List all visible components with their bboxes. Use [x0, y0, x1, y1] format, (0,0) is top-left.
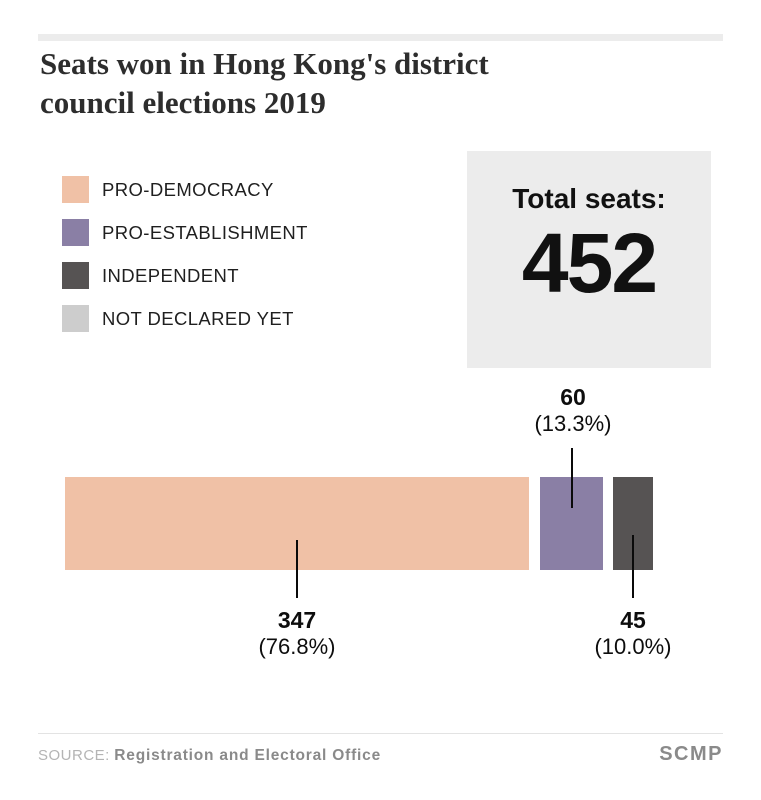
annotation-value-pro-democracy: 347	[277, 607, 317, 633]
legend-swatch-pro-establishment	[62, 219, 89, 246]
annotation-percent-pro-establishment: (13.3%)	[534, 411, 612, 436]
legend-item-pro-democracy: PRO-DEMOCRACY	[62, 176, 308, 203]
legend-item-independent: INDEPENDENT	[62, 262, 308, 289]
legend: PRO-DEMOCRACY PRO-ESTABLISHMENT INDEPEND…	[62, 176, 308, 348]
annotation-percent-independent: (10.0%)	[594, 634, 672, 659]
legend-label-independent: INDEPENDENT	[102, 264, 239, 286]
callout-line-pro-establishment	[571, 448, 573, 508]
callout-line-independent	[632, 535, 634, 598]
source-prefix: SOURCE:	[38, 747, 110, 764]
legend-label-pro-democracy: PRO-DEMOCRACY	[102, 178, 274, 200]
chart-title-line-1: Seats won in Hong Kong's district	[40, 46, 489, 81]
top-divider	[38, 34, 723, 41]
legend-swatch-independent	[62, 262, 89, 289]
source-line: SOURCE: Registration and Electoral Offic…	[38, 747, 381, 765]
footer-divider	[38, 733, 723, 734]
legend-item-not-declared: NOT DECLARED YET	[62, 305, 308, 332]
legend-swatch-pro-democracy	[62, 176, 89, 203]
legend-label-pro-establishment: PRO-ESTABLISHMENT	[102, 221, 308, 243]
legend-swatch-not-declared	[62, 305, 89, 332]
footer: SOURCE: Registration and Electoral Offic…	[38, 743, 723, 766]
total-seats-value: 452	[521, 216, 658, 310]
scmp-logo: SCMP	[659, 743, 723, 765]
annotation-value-pro-establishment: 60	[560, 384, 586, 410]
annotation-value-independent: 45	[620, 607, 646, 633]
legend-item-pro-establishment: PRO-ESTABLISHMENT	[62, 219, 308, 246]
legend-label-not-declared: NOT DECLARED YET	[102, 307, 294, 329]
annotation-percent-pro-democracy: (76.8%)	[258, 634, 336, 659]
annotation-pro-establishment: 60 (13.3%)	[503, 384, 643, 437]
chart-title-line-2: council elections 2019	[40, 85, 326, 120]
source-name: Registration and Electoral Office	[114, 747, 381, 764]
total-seats-label: Total seats:	[512, 183, 666, 214]
annotation-independent: 45 (10.0%)	[563, 607, 703, 660]
annotation-pro-democracy: 347 (76.8%)	[227, 607, 367, 660]
chart-title: Seats won in Hong Kong's district counci…	[40, 44, 489, 122]
total-seats-box: Total seats: 452	[467, 151, 711, 368]
callout-line-pro-democracy	[296, 540, 298, 598]
